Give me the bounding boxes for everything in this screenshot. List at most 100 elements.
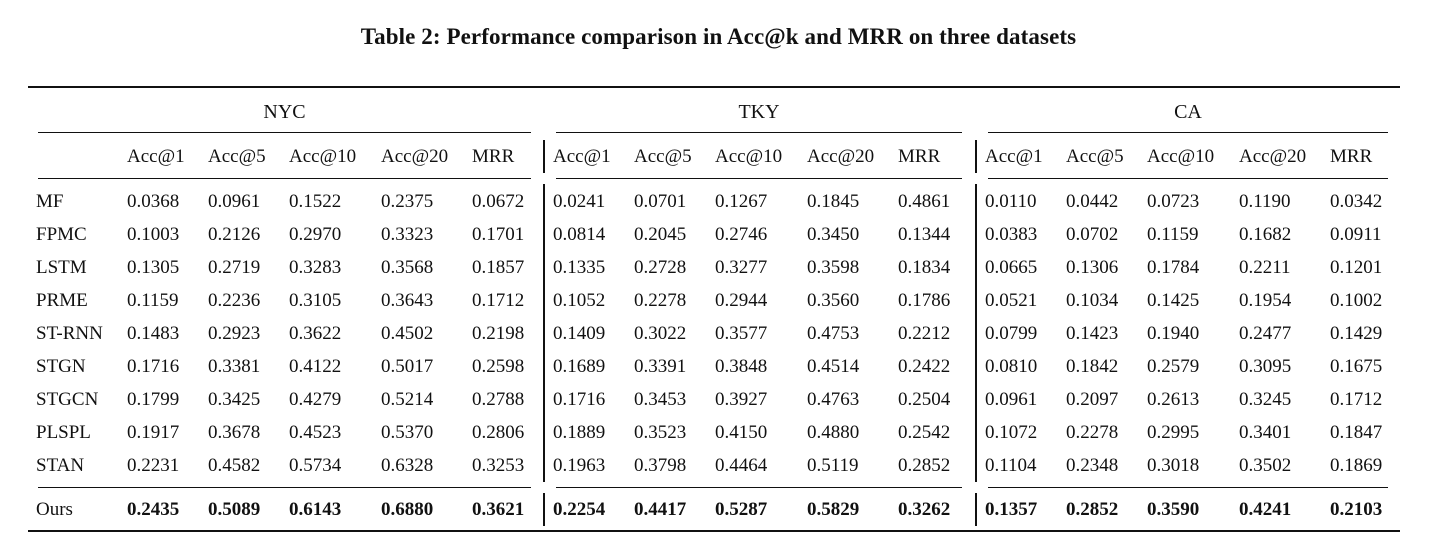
table-cell: 0.0702 xyxy=(1066,224,1119,245)
separator-nyc-tky xyxy=(543,184,545,482)
method-name: MF xyxy=(36,191,64,212)
table-cell: 0.2126 xyxy=(208,224,261,245)
column-header: Acc@5 xyxy=(208,146,266,167)
table-cell: 0.4523 xyxy=(289,422,342,443)
ours-rule-nyc xyxy=(38,487,531,488)
table-cell-best: 0.3262 xyxy=(898,499,951,520)
table-cell: 0.1201 xyxy=(1330,257,1383,278)
table-cell-best: 0.2103 xyxy=(1330,499,1383,520)
table-cell: 0.2375 xyxy=(381,191,434,212)
table-cell: 0.2852 xyxy=(898,455,951,476)
table-cell: 0.1712 xyxy=(1330,389,1383,410)
group-rule-tky xyxy=(556,132,962,133)
header-rule-ca xyxy=(988,178,1388,179)
table-cell: 0.1052 xyxy=(553,290,606,311)
table-cell: 0.1344 xyxy=(898,224,951,245)
table-cell: 0.3391 xyxy=(634,356,687,377)
table-caption: Table 2: Performance comparison in Acc@k… xyxy=(360,24,1077,49)
table-cell: 0.3502 xyxy=(1239,455,1292,476)
table-cell: 0.1857 xyxy=(472,257,525,278)
table-cell: 0.0701 xyxy=(634,191,687,212)
table-cell: 0.0342 xyxy=(1330,191,1383,212)
table-cell: 0.2746 xyxy=(715,224,768,245)
table-cell: 0.2995 xyxy=(1147,422,1200,443)
separator-nyc-tky xyxy=(543,493,545,526)
table-cell: 0.1842 xyxy=(1066,356,1119,377)
table-cell: 0.3022 xyxy=(634,323,687,344)
table-cell: 0.3523 xyxy=(634,422,687,443)
table-cell: 0.1917 xyxy=(127,422,180,443)
table-cell: 0.4279 xyxy=(289,389,342,410)
table-cell: 0.2542 xyxy=(898,422,951,443)
table-cell: 0.1954 xyxy=(1239,290,1292,311)
table-cell: 0.3018 xyxy=(1147,455,1200,476)
table-cell: 0.0814 xyxy=(553,224,606,245)
table-cell: 0.0799 xyxy=(985,323,1038,344)
method-name: STGCN xyxy=(36,389,99,410)
separator-nyc-tky xyxy=(543,140,545,173)
table-cell: 0.1689 xyxy=(553,356,606,377)
table-cell: 0.0810 xyxy=(985,356,1038,377)
table-cell: 0.2970 xyxy=(289,224,342,245)
table-cell: 0.1002 xyxy=(1330,290,1383,311)
separator-tky-ca xyxy=(975,140,977,173)
table-cell: 0.5370 xyxy=(381,422,434,443)
table-cell: 0.2236 xyxy=(208,290,261,311)
table-cell: 0.1786 xyxy=(898,290,951,311)
table-cell: 0.1799 xyxy=(127,389,180,410)
table-cell-best: 0.3621 xyxy=(472,499,525,520)
table-cell: 0.4514 xyxy=(807,356,860,377)
table-cell: 0.4464 xyxy=(715,455,768,476)
table-cell: 0.1847 xyxy=(1330,422,1383,443)
table-cell: 0.1072 xyxy=(985,422,1038,443)
table-cell: 0.5214 xyxy=(381,389,434,410)
table-cell: 0.1305 xyxy=(127,257,180,278)
column-header: Acc@10 xyxy=(715,146,783,167)
column-header: Acc@1 xyxy=(127,146,185,167)
table-cell: 0.1784 xyxy=(1147,257,1200,278)
table-cell: 0.3095 xyxy=(1239,356,1292,377)
table-cell: 0.2198 xyxy=(472,323,525,344)
table-cell: 0.3245 xyxy=(1239,389,1292,410)
table-cell: 0.1306 xyxy=(1066,257,1119,278)
table-cell: 0.4502 xyxy=(381,323,434,344)
method-name: LSTM xyxy=(36,257,87,278)
table-cell: 0.1425 xyxy=(1147,290,1200,311)
column-header: Acc@5 xyxy=(634,146,692,167)
column-header: Acc@20 xyxy=(381,146,449,167)
table-cell: 0.0368 xyxy=(127,191,180,212)
method-name: ST-RNN xyxy=(36,323,103,344)
table-cell: 0.3622 xyxy=(289,323,342,344)
table-cell: 0.1682 xyxy=(1239,224,1292,245)
table-cell: 0.3450 xyxy=(807,224,860,245)
table-cell: 0.5734 xyxy=(289,455,342,476)
table-cell: 0.1335 xyxy=(553,257,606,278)
table-cell: 0.3283 xyxy=(289,257,342,278)
table-cell: 0.2097 xyxy=(1066,389,1119,410)
table-cell: 0.2278 xyxy=(634,290,687,311)
table-cell: 0.4753 xyxy=(807,323,860,344)
table-cell: 0.0672 xyxy=(472,191,525,212)
method-name: PLSPL xyxy=(36,422,91,443)
table-cell: 0.3598 xyxy=(807,257,860,278)
table-cell: 0.1940 xyxy=(1147,323,1200,344)
table-cell: 0.3678 xyxy=(208,422,261,443)
ours-rule-ca xyxy=(988,487,1388,488)
table-cell: 0.0961 xyxy=(208,191,261,212)
table-cell: 0.3105 xyxy=(289,290,342,311)
table-cell: 0.2579 xyxy=(1147,356,1200,377)
table-cell: 0.2923 xyxy=(208,323,261,344)
table-cell: 0.0442 xyxy=(1066,191,1119,212)
group-header-tky: TKY xyxy=(738,101,780,123)
table-cell: 0.2613 xyxy=(1147,389,1200,410)
column-header: MRR xyxy=(898,146,941,167)
table-cell: 0.5119 xyxy=(807,455,859,476)
column-header: Acc@20 xyxy=(1239,146,1307,167)
table-cell: 0.3453 xyxy=(634,389,687,410)
table-cell: 0.1104 xyxy=(985,455,1037,476)
table-cell: 0.2278 xyxy=(1066,422,1119,443)
table-cell: 0.1712 xyxy=(472,290,525,311)
table-cell: 0.1845 xyxy=(807,191,860,212)
table-cell: 0.1963 xyxy=(553,455,606,476)
group-rule-nyc xyxy=(38,132,531,133)
